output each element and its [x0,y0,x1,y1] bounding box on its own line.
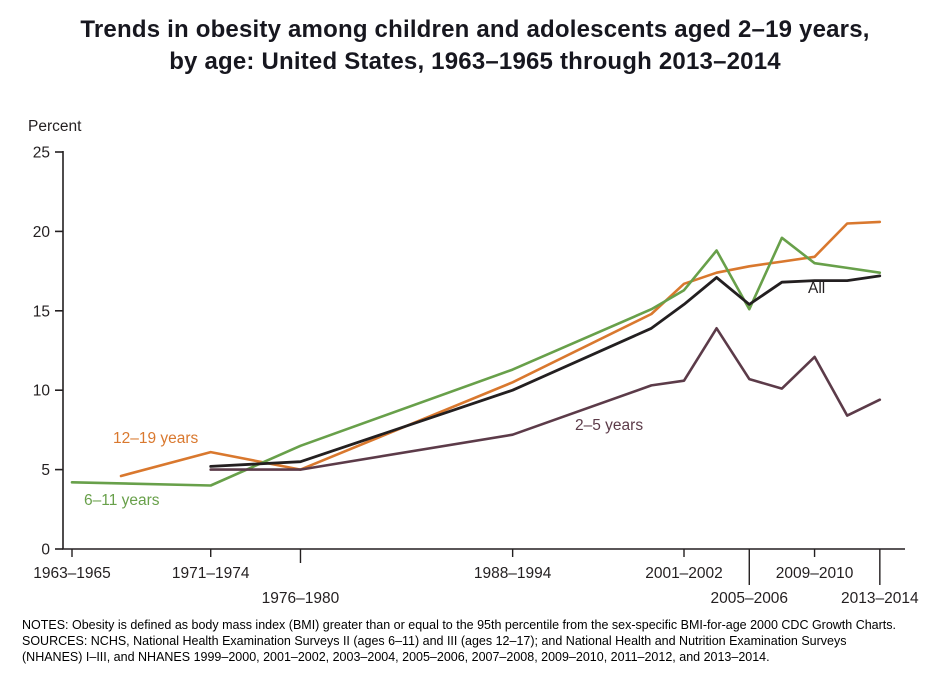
series-line-all [209,274,882,469]
x-tick-label: 1963–1965 [33,565,111,582]
obesity-trends-line-chart: Percent 0 5 10 15 20 25 1963–1965 1971–1974 1976–… [28,118,919,607]
figure-footnotes: NOTES: Obesity is defined as body mass i… [22,617,910,665]
x-tick-label: 2013–2014 [841,590,919,607]
figure-title-line2: by age: United States, 1963–1965 through… [169,47,781,75]
sources-text: SOURCES: NCHS, National Health Examinati… [22,634,847,665]
y-tick-label: 20 [33,224,51,241]
series-line-2-5 [209,327,882,472]
y-tick-label: 5 [41,462,50,479]
notes-text: NOTES: Obesity is defined as body mass i… [22,618,896,633]
x-tick-label: 1988–1994 [474,565,552,582]
x-tick-label: 2005–2006 [710,590,788,607]
series-line-6-11 [70,236,882,488]
y-tick-label: 10 [33,383,51,400]
y-axis-title: Percent [28,118,82,135]
figure-title: Trends in obesity among children and ado… [10,14,940,77]
y-tick-label: 25 [33,145,50,162]
series-label-2-5: 2–5 years [575,417,643,434]
series-line-12-19 [119,220,882,478]
x-tick-label: 1976–1980 [262,590,340,607]
y-tick-label: 0 [41,542,50,559]
series-label-12-19: 12–19 years [113,430,199,447]
series-label-all: All [808,280,825,297]
figure-page: Trends in obesity among children and ado… [0,14,950,665]
x-tick-label: 2009–2010 [776,565,854,582]
x-tick-label: 1971–1974 [172,565,250,582]
series-label-6-11: 6–11 years [84,492,160,509]
y-tick-label: 15 [33,304,50,321]
figure-title-line1: Trends in obesity among children and ado… [80,16,870,43]
x-tick-label: 2001–2002 [645,565,723,582]
